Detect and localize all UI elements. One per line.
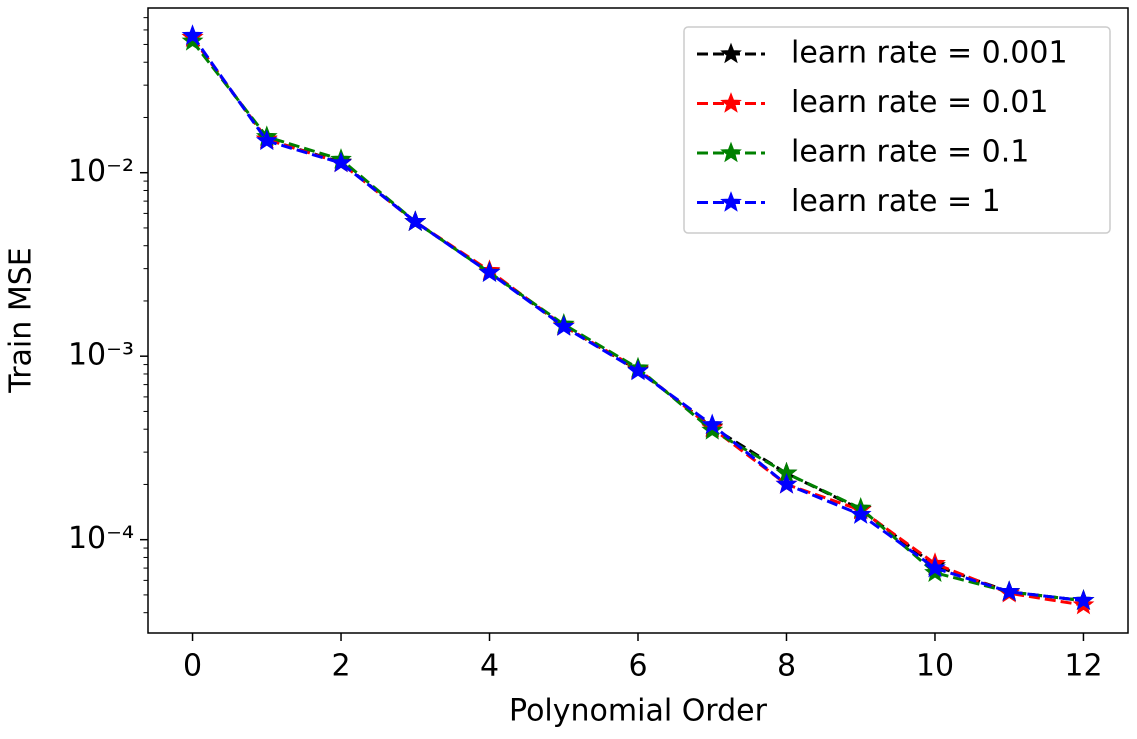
y-tick-label: 10⁻² — [68, 154, 134, 189]
y-tick-label: 10⁻⁴ — [68, 521, 134, 556]
point-marker — [775, 472, 798, 494]
x-tick-label: 8 — [777, 649, 796, 684]
legend-marker — [720, 92, 742, 113]
point-marker — [478, 261, 501, 282]
y-axis-label: Train MSE — [4, 247, 39, 393]
x-tick-label: 10 — [916, 649, 954, 684]
legend-marker — [720, 191, 742, 212]
x-axis-label: Polynomial Order — [509, 694, 768, 729]
legend-label: learn rate = 0.1 — [791, 135, 1029, 170]
x-tick-label: 2 — [331, 649, 350, 684]
plot-frame — [147, 7, 1129, 634]
legend-box — [683, 26, 1111, 234]
point-marker — [255, 129, 278, 151]
point-marker — [404, 210, 427, 232]
point-marker — [330, 151, 352, 173]
point-marker — [552, 315, 575, 336]
x-tick-label: 12 — [1064, 649, 1102, 684]
point-marker — [924, 556, 946, 578]
y-tick-label: 10⁻³ — [68, 338, 134, 373]
point-marker — [849, 503, 872, 524]
point-marker — [181, 24, 204, 45]
legend-marker — [720, 141, 742, 163]
point-marker — [998, 580, 1021, 602]
point-marker — [701, 413, 724, 435]
legend-label: learn rate = 0.001 — [791, 36, 1068, 71]
point-marker — [1072, 589, 1095, 610]
point-marker — [627, 359, 649, 381]
x-tick-label: 6 — [628, 649, 647, 684]
legend-label: learn rate = 1 — [791, 184, 1001, 219]
legend-label: learn rate = 0.01 — [791, 85, 1048, 120]
legend-marker — [720, 42, 742, 64]
x-tick-label: 4 — [480, 649, 499, 684]
x-tick-label: 0 — [183, 649, 202, 684]
